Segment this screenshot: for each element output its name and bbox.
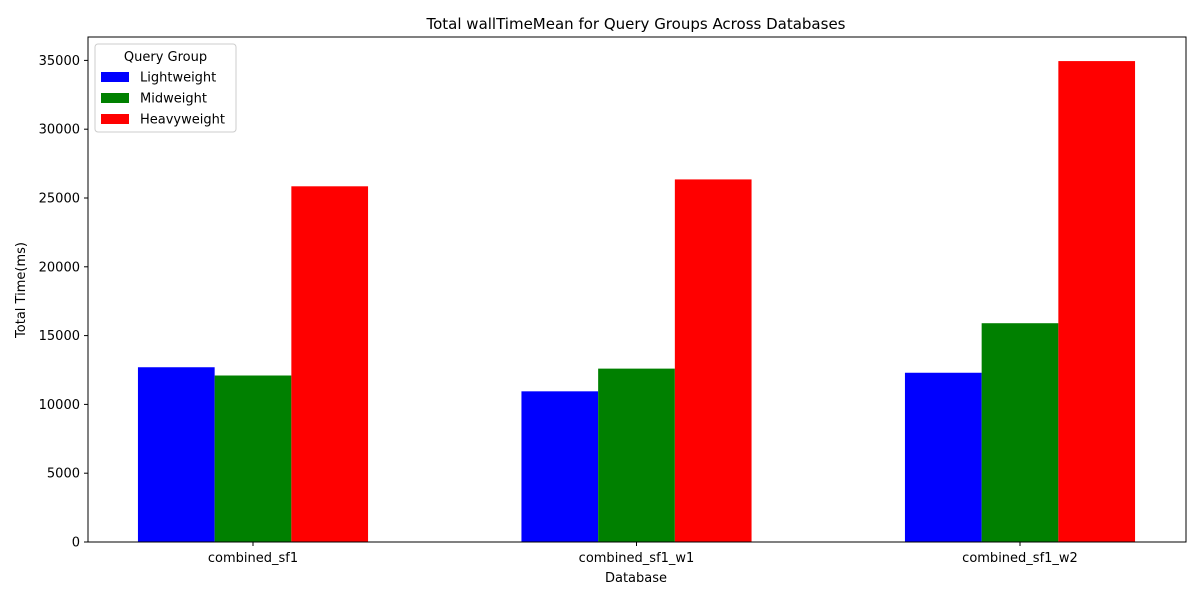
y-tick-label: 10000 [39,398,80,413]
x-axis-label: Database [605,571,667,586]
y-tick-label: 0 [72,536,80,551]
bar-lightweight-combined_sf1_w1 [521,391,599,542]
x-axis: combined_sf1 combined_sf1_w1 combined_sf1_… [208,542,1078,566]
bar-heavyweight-combined_sf1_w1 [674,179,752,542]
x-tick-label: combined_sf1_w1 [579,551,695,566]
legend-label-heavyweight: Heavyweight [140,113,225,128]
y-tick-label: 15000 [39,329,80,344]
y-tick-label: 20000 [39,260,80,275]
y-axis-label: Total Time(ms) [14,242,29,339]
legend-box [94,43,237,133]
legend-swatch-lightweight [101,72,129,82]
y-axis: 0 5000 10000 15000 20000 25000 30000 35000 [39,54,88,551]
bar-heavyweight-combined_sf1 [291,186,369,542]
chart-title: Total wallTimeMean for Query Groups Acro… [426,15,846,33]
y-tick-label: 35000 [39,54,80,69]
bar-lightweight-combined_sf1_w2 [904,372,982,542]
legend-label-lightweight: Lightweight [140,71,216,86]
legend-swatch-midweight [101,93,129,103]
legend: Query Group Lightweight Midweight Heavyweig… [94,43,237,133]
bar-midweight-combined_sf1_w2 [981,323,1059,542]
y-tick-label: 25000 [39,191,80,206]
legend-title: Query Group [124,50,207,65]
legend-label-midweight: Midweight [140,92,207,107]
plot-area [87,36,1187,543]
x-tick-label: combined_sf1 [208,551,298,566]
y-tick-label: 5000 [47,467,80,482]
y-tick-label: 30000 [39,123,80,138]
bar-heavyweight-combined_sf1_w2 [1058,61,1136,542]
legend-swatch-heavyweight [101,114,129,124]
bar-midweight-combined_sf1_w1 [598,368,675,542]
x-tick-label: combined_sf1_w2 [962,551,1078,566]
bar-midweight-combined_sf1 [214,375,292,542]
bar-lightweight-combined_sf1 [137,367,215,542]
